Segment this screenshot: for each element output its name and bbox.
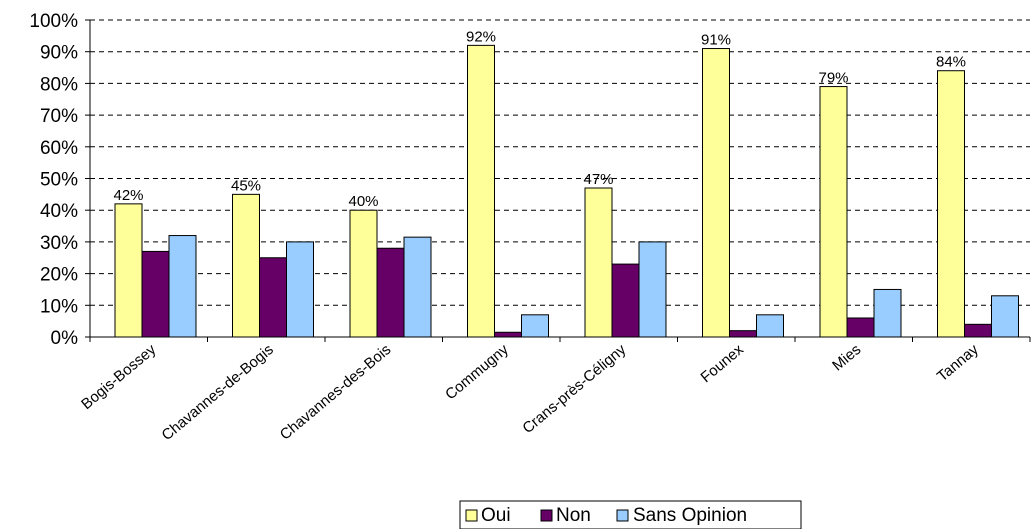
legend-box — [459, 500, 802, 529]
bar-non-bogis-bossey — [141, 250, 170, 338]
bar-oui-founex — [702, 48, 730, 338]
bar-non-commugny — [494, 331, 522, 338]
data-labels: 42% 45% 40% 92% 47% 91% 79% 84% — [113, 28, 966, 210]
y-tick-label: 60% — [40, 138, 78, 159]
legend: Oui Non Sans Opinion — [459, 500, 802, 529]
legend-label-non: Non — [556, 505, 591, 526]
legend-swatch-non — [540, 509, 553, 522]
bar-sans-opinion-tannay — [991, 295, 1019, 338]
y-tick-label: 30% — [40, 233, 78, 254]
data-label-founex: 91% — [701, 32, 731, 49]
bar-oui-chavannes-de-bogis — [232, 193, 260, 338]
y-tick-label: 50% — [40, 170, 78, 191]
category-label-chavannes-des-bois: Chavannes-des-Bois — [277, 341, 395, 444]
data-label-chavannes-des-bois: 40% — [348, 193, 378, 210]
legend-item-non: Non — [540, 505, 591, 526]
y-tick-label: 0% — [51, 328, 79, 349]
category-label-bogis-bossey: Bogis-Bossey — [78, 341, 160, 413]
bar-non-tannay — [964, 323, 992, 338]
data-label-chavannes-de-bogis: 45% — [231, 177, 261, 194]
bar-sans-opinion-founex — [756, 314, 784, 338]
category-labels: Bogis-Bossey Chavannes-de-Bogis Chavannes-… — [78, 341, 982, 444]
bar-oui-mies — [819, 86, 848, 338]
category-label-commugny: Commugny — [442, 341, 512, 404]
bar-sans-opinion-chavannes-de-bogis — [286, 241, 314, 338]
y-tick-label: 80% — [40, 74, 78, 95]
bar-non-founex — [729, 330, 757, 338]
bar-sans-opinion-mies — [873, 288, 902, 338]
category-label-crans-pres-celigny: Crans-près-Céligny — [519, 341, 629, 437]
legend-label-sans-opinion: Sans Opinion — [633, 505, 747, 526]
bar-non-crans-pres-celigny — [611, 263, 640, 338]
bar-oui-bogis-bossey — [114, 203, 143, 338]
bar-sans-opinion-chavannes-des-bois — [403, 236, 432, 338]
legend-item-sans-opinion: Sans Opinion — [616, 505, 747, 526]
data-label-mies: 79% — [818, 70, 848, 87]
y-tick-label: 70% — [40, 106, 78, 127]
data-label-tannay: 84% — [936, 54, 966, 71]
bars — [114, 44, 1019, 338]
axes — [89, 20, 1031, 342]
y-tick-label: 40% — [40, 201, 78, 222]
bar-non-chavannes-de-bogis — [259, 257, 287, 338]
legend-item-oui: Oui — [465, 505, 511, 526]
data-label-crans-pres-celigny: 47% — [583, 171, 613, 188]
bar-oui-tannay — [937, 70, 965, 338]
bar-oui-chavannes-des-bois — [349, 209, 378, 338]
bar-oui-commugny — [467, 44, 495, 338]
legend-swatch-sans-opinion — [616, 509, 629, 522]
category-label-tannay: Tannay — [934, 341, 982, 385]
y-tick-label: 100% — [29, 11, 78, 32]
bar-sans-opinion-crans-pres-celigny — [638, 241, 667, 338]
legend-swatch-oui — [465, 509, 478, 522]
category-label-chavannes-de-bogis: Chavannes-de-Bogis — [159, 341, 277, 444]
bar-non-mies — [846, 317, 875, 338]
data-label-commugny: 92% — [466, 28, 496, 45]
bar-sans-opinion-bogis-bossey — [168, 235, 197, 338]
bar-non-chavannes-des-bois — [376, 247, 405, 338]
y-tick-label: 20% — [40, 265, 78, 286]
y-axis-tick-labels: 0% 10% 20% 30% 40% 50% 60% 70% 80% 90% 100% — [29, 11, 78, 349]
bar-sans-opinion-commugny — [521, 314, 549, 338]
legend-label-oui: Oui — [481, 505, 511, 526]
y-tick-label: 10% — [40, 296, 78, 317]
category-label-mies: Mies — [829, 341, 864, 374]
data-label-bogis-bossey: 42% — [113, 187, 143, 204]
y-tick-label: 90% — [40, 43, 78, 64]
category-label-founex: Founex — [698, 341, 748, 387]
bar-oui-crans-pres-celigny — [584, 187, 613, 338]
